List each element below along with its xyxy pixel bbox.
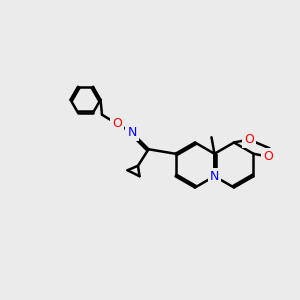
Text: N: N [210, 170, 219, 183]
Text: O: O [112, 117, 122, 130]
Text: O: O [244, 133, 254, 146]
Text: N: N [127, 126, 137, 139]
Text: O: O [263, 150, 273, 163]
